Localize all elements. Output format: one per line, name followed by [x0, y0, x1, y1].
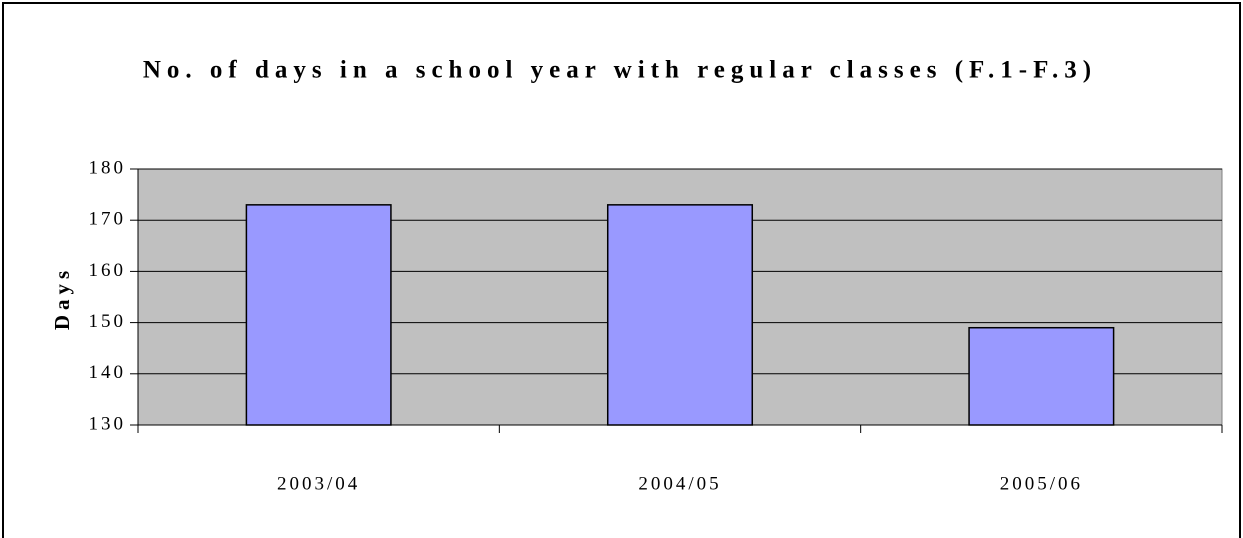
y-axis-label: Days: [50, 266, 74, 330]
y-tick-label: 180: [89, 157, 127, 178]
bar: [245, 204, 392, 426]
y-tick-label: 130: [89, 413, 127, 434]
y-tick-label: 150: [89, 311, 127, 332]
bar: [968, 326, 1115, 426]
y-tick-label: 160: [89, 260, 127, 281]
x-tick-label: 2003/04: [277, 473, 360, 494]
x-tick-label: 2005/06: [1000, 473, 1083, 494]
bar: [606, 204, 754, 426]
y-tick-label: 140: [89, 362, 127, 383]
x-tick-label: 2004/05: [638, 473, 721, 494]
chart-title: No. of days in a school year with regula…: [143, 57, 1097, 84]
y-tick-label: 170: [89, 209, 127, 230]
